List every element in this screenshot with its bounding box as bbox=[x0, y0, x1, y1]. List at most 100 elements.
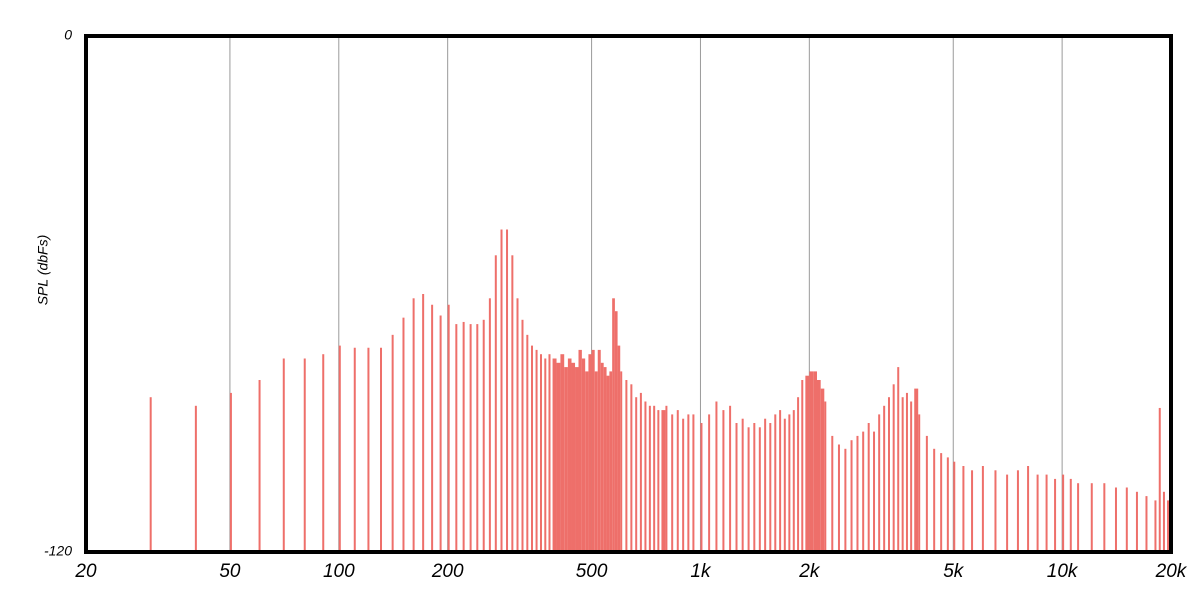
spectrum-bar bbox=[526, 334, 529, 552]
spectrum-bar bbox=[753, 423, 756, 552]
spectrum-bar bbox=[946, 457, 949, 552]
x-tick-label: 20k bbox=[1155, 561, 1188, 582]
spectrum-bar bbox=[910, 401, 913, 552]
spectrum-bar bbox=[797, 397, 800, 552]
y-axis-label: SPL (dbFs) bbox=[35, 235, 51, 306]
spectrum-bar bbox=[402, 317, 405, 552]
spectrum-bar bbox=[620, 371, 623, 552]
spectrum-bar bbox=[820, 388, 825, 552]
spectrum-bar bbox=[1158, 407, 1161, 552]
spectrum-bar bbox=[671, 414, 674, 552]
x-tick-label: 2k bbox=[798, 561, 821, 582]
spectrum-bar bbox=[412, 298, 415, 552]
spectrum-bar bbox=[367, 347, 370, 552]
spectrum-bar bbox=[1135, 491, 1138, 552]
spectrum-bar bbox=[971, 470, 974, 552]
spectrum-bar bbox=[758, 427, 761, 552]
spectrum-bar bbox=[665, 405, 668, 552]
spectrum-bar bbox=[609, 371, 613, 552]
x-tick-label: 200 bbox=[431, 561, 464, 582]
spectrum-bar bbox=[883, 405, 886, 552]
grid bbox=[85, 36, 1172, 552]
spectrum-bar bbox=[774, 414, 777, 552]
spectrum-bar bbox=[581, 358, 586, 552]
spectrum-bar bbox=[1062, 474, 1065, 552]
spectrum-bar bbox=[353, 347, 356, 552]
spectrum-bar bbox=[1054, 478, 1057, 552]
spectrum-bar bbox=[516, 298, 519, 552]
spectrum-bar bbox=[657, 410, 660, 552]
spectrum-bar bbox=[764, 418, 767, 552]
spectrum-bar bbox=[1090, 483, 1093, 552]
x-tick-label: 500 bbox=[576, 561, 608, 582]
spectrum-bar bbox=[380, 347, 383, 552]
spectrum-bar bbox=[606, 375, 610, 552]
spectrum-bar bbox=[779, 410, 782, 552]
spectrum-bar bbox=[648, 405, 651, 552]
spectrum-bar bbox=[431, 304, 434, 552]
spectrum-bar bbox=[700, 423, 703, 552]
spectrum-bar bbox=[933, 448, 936, 552]
spectrum-bar bbox=[729, 405, 732, 552]
spectrum-bar bbox=[229, 392, 232, 552]
spectrum-bar bbox=[653, 405, 656, 552]
spectrum-bar bbox=[594, 371, 598, 552]
spectrum-bar bbox=[1027, 466, 1030, 552]
x-tick-label: 100 bbox=[323, 561, 355, 582]
spectrum-bar bbox=[661, 410, 666, 552]
spectrum-bar bbox=[862, 431, 865, 552]
spectrum-bar bbox=[901, 397, 904, 552]
spectrum-bar bbox=[682, 418, 685, 552]
x-tick-label: 10k bbox=[1047, 561, 1079, 582]
spectrum-bar bbox=[303, 358, 306, 552]
spectrum-bar bbox=[1036, 474, 1039, 552]
spectrum-bar bbox=[482, 319, 485, 552]
spectrum-bar bbox=[905, 392, 908, 552]
spectrum-bar bbox=[676, 410, 679, 552]
spectrum-bar bbox=[844, 448, 847, 552]
spectrum-bar bbox=[556, 362, 561, 552]
spectrum-bar bbox=[630, 384, 633, 552]
spectrum-bar bbox=[867, 423, 870, 552]
spectrum-bar bbox=[747, 427, 750, 552]
spectrum-bar bbox=[575, 367, 579, 552]
spectrum-bar bbox=[338, 345, 341, 552]
x-tick-label: 20 bbox=[74, 561, 97, 582]
spectrum-bar bbox=[585, 371, 589, 552]
spectrum-bar bbox=[981, 466, 984, 552]
spectrum-bar bbox=[1045, 474, 1048, 552]
spectrum-bar bbox=[801, 380, 804, 552]
spectrum-bar bbox=[769, 423, 772, 552]
spectrum-bar bbox=[1069, 478, 1072, 552]
spectrum-bar bbox=[837, 444, 840, 552]
spectrum-bar bbox=[792, 410, 795, 552]
spectrum-bar bbox=[722, 410, 725, 552]
x-tick-label: 1k bbox=[690, 561, 712, 582]
spectrum-bar bbox=[614, 311, 618, 552]
spectrum-bar bbox=[591, 349, 595, 552]
spectrum-bar bbox=[476, 324, 479, 552]
y-tick-label: 0 bbox=[64, 27, 72, 43]
x-tick-label: 50 bbox=[219, 561, 241, 582]
spectrum-bar bbox=[639, 392, 642, 552]
spectrum-bar bbox=[692, 414, 695, 552]
spectrum-bar bbox=[1016, 470, 1019, 552]
spectrum-bar bbox=[539, 354, 542, 552]
spectrum-bar bbox=[687, 414, 690, 552]
spectrum-bar bbox=[597, 349, 601, 552]
spectrum-bar bbox=[887, 397, 890, 552]
spectrum-bar bbox=[962, 466, 965, 552]
spectrum-bar bbox=[588, 354, 592, 552]
spectrum-bar bbox=[940, 453, 943, 552]
spectrum-bar bbox=[282, 358, 285, 552]
spectrum-bar bbox=[422, 294, 425, 552]
plot-frame bbox=[84, 34, 1173, 554]
spectrum-bar bbox=[578, 349, 582, 552]
spectrum-bar bbox=[535, 349, 538, 552]
spectrum-bar bbox=[603, 367, 607, 552]
spectrum-bar bbox=[994, 470, 997, 552]
y-tick-label: -120 bbox=[44, 543, 72, 559]
spectrum-bar bbox=[1006, 474, 1009, 552]
spectrum-bar bbox=[567, 358, 572, 552]
